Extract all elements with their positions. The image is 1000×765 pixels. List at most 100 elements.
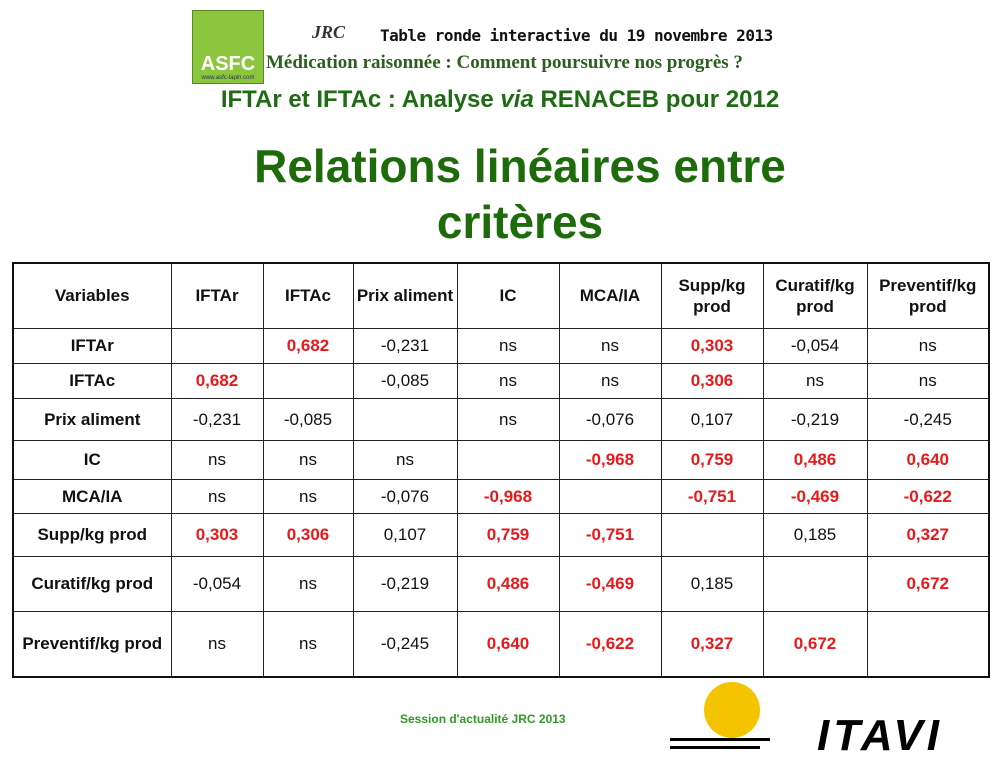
table-cell: 0,303 — [170, 512, 264, 557]
table-cell: -0,219 — [352, 555, 458, 612]
table-cell: ns — [456, 362, 560, 399]
table-cell: 0,107 — [352, 512, 458, 557]
table-cell: ns — [558, 362, 662, 399]
column-header: Preventif/kg prod — [866, 262, 990, 329]
table-cell: -0,231 — [352, 327, 458, 364]
stripe — [670, 738, 770, 741]
table-cell: -0,751 — [660, 478, 764, 514]
table-cell: 0,306 — [262, 512, 354, 557]
table-cell: 0,303 — [660, 327, 764, 364]
jrc-logo: JRC — [312, 22, 346, 42]
table-cell: 0,185 — [660, 555, 764, 612]
table-row: Curatif/kg prod -0,054 ns -0,219 0,486 -0,469… — [12, 555, 990, 612]
empty-cell — [262, 362, 354, 399]
itavi-text: ITAVI — [817, 711, 943, 760]
table-cell: ns — [170, 439, 264, 480]
column-header: MCA/IA — [558, 262, 662, 329]
table-cell: -0,622 — [558, 610, 662, 678]
column-header: Prix aliment — [352, 262, 458, 329]
table-cell: -0,054 — [762, 327, 868, 364]
table-cell: 0,107 — [660, 397, 764, 441]
title-line: Relations linéaires entre — [254, 140, 786, 192]
table-cell: ns — [456, 397, 560, 441]
column-header: IC — [456, 262, 560, 329]
table-cell: ns — [558, 327, 662, 364]
event-title: Table ronde interactive du 19 novembre 2… — [380, 26, 773, 45]
empty-cell — [170, 327, 264, 364]
main-title: Relations linéaires entre critères — [0, 138, 1000, 250]
table-cell: 0,640 — [456, 610, 560, 678]
subtitle-italic: via — [500, 86, 534, 113]
empty-cell — [660, 512, 764, 557]
table-cell: ns — [866, 362, 990, 399]
table-cell: -0,219 — [762, 397, 868, 441]
column-header: Curatif/kg prod — [762, 262, 868, 329]
table-cell: 0,672 — [762, 610, 868, 678]
itavi-logo: ITAVI — [670, 682, 943, 760]
table-cell: -0,968 — [456, 478, 560, 514]
table-cell: -0,751 — [558, 512, 662, 557]
empty-cell — [866, 610, 990, 678]
table-row: IC ns ns ns -0,968 0,759 0,486 0,640 — [12, 439, 990, 480]
table-cell: 0,759 — [456, 512, 560, 557]
table-cell: ns — [262, 439, 354, 480]
table-row: MCA/IA ns ns -0,076 -0,968 -0,751 -0,469 -0,622 — [12, 478, 990, 514]
logo-text: ASFC — [200, 53, 256, 75]
table-cell: -0,054 — [170, 555, 264, 612]
sun — [704, 682, 760, 738]
table-cell: 0,327 — [660, 610, 764, 678]
empty-cell — [762, 555, 868, 612]
table-row: IFTAr 0,682 -0,231 ns ns 0,303 -0,054 ns — [12, 327, 990, 364]
logo-url: www.asfc-lapin.com — [201, 75, 255, 81]
table-row: Prix aliment -0,231 -0,085 ns -0,076 0,107 -0,… — [12, 397, 990, 441]
correlation-table: Variables IFTAr IFTAc Prix aliment IC MCA/IA S… — [12, 262, 990, 678]
table-cell: -0,085 — [352, 362, 458, 399]
table-cell: -0,469 — [558, 555, 662, 612]
table-cell: 0,682 — [262, 327, 354, 364]
table-cell: 0,682 — [170, 362, 264, 399]
table-cell: -0,245 — [352, 610, 458, 678]
table-cell: ns — [762, 362, 868, 399]
table-cell: 0,486 — [456, 555, 560, 612]
table-cell: ns — [262, 610, 354, 678]
table-cell: ns — [456, 327, 560, 364]
empty-cell — [456, 439, 560, 480]
table-row: Preventif/kg prod ns ns -0,245 0,640 -0,622 0,… — [12, 610, 990, 678]
table-cell: -0,469 — [762, 478, 868, 514]
empty-cell — [558, 478, 662, 514]
table-row: Supp/kg prod 0,303 0,306 0,107 0,759 -0,751 0,… — [12, 512, 990, 557]
row-label: IC — [12, 439, 172, 480]
row-label: Preventif/kg prod — [12, 610, 172, 678]
row-label: Prix aliment — [12, 397, 172, 441]
table-cell: 0,640 — [866, 439, 990, 480]
theme-title: Médication raisonnée : Comment poursuivr… — [266, 52, 743, 73]
table-cell: -0,085 — [262, 397, 354, 441]
table-cell: 0,486 — [762, 439, 868, 480]
subtitle-text: IFTAr et IFTAc : Analyse — [220, 86, 501, 113]
column-header: IFTAr — [170, 262, 264, 329]
title-line: critères — [436, 196, 604, 248]
asfc-logo: ASFC www.asfc-lapin.com — [192, 10, 264, 84]
table-cell: 0,306 — [660, 362, 764, 399]
table-cell: ns — [352, 439, 458, 480]
table-cell: ns — [262, 478, 354, 514]
footer-session: Session d'actualité JRC 2013 — [400, 712, 566, 726]
row-label: IFTAr — [12, 327, 172, 364]
table-cell: -0,076 — [352, 478, 458, 514]
table-cell: ns — [866, 327, 990, 364]
column-header: IFTAc — [262, 262, 354, 329]
table-cell: -0,245 — [866, 397, 990, 441]
table-cell: -0,076 — [558, 397, 662, 441]
table-cell: -0,968 — [558, 439, 662, 480]
header-row: Variables IFTAr IFTAc Prix aliment IC MCA/IA S… — [12, 262, 990, 329]
table-row: IFTAc 0,682 -0,085 ns ns 0,306 ns ns — [12, 362, 990, 399]
table-cell: -0,231 — [170, 397, 264, 441]
table-cell: 0,759 — [660, 439, 764, 480]
table-cell: ns — [170, 610, 264, 678]
row-label: IFTAc — [12, 362, 172, 399]
table-cell: ns — [170, 478, 264, 514]
empty-cell — [352, 397, 458, 441]
table-cell: 0,185 — [762, 512, 868, 557]
subtitle: IFTAr et IFTAc : Analyse via RENACEB pou… — [0, 86, 1000, 114]
